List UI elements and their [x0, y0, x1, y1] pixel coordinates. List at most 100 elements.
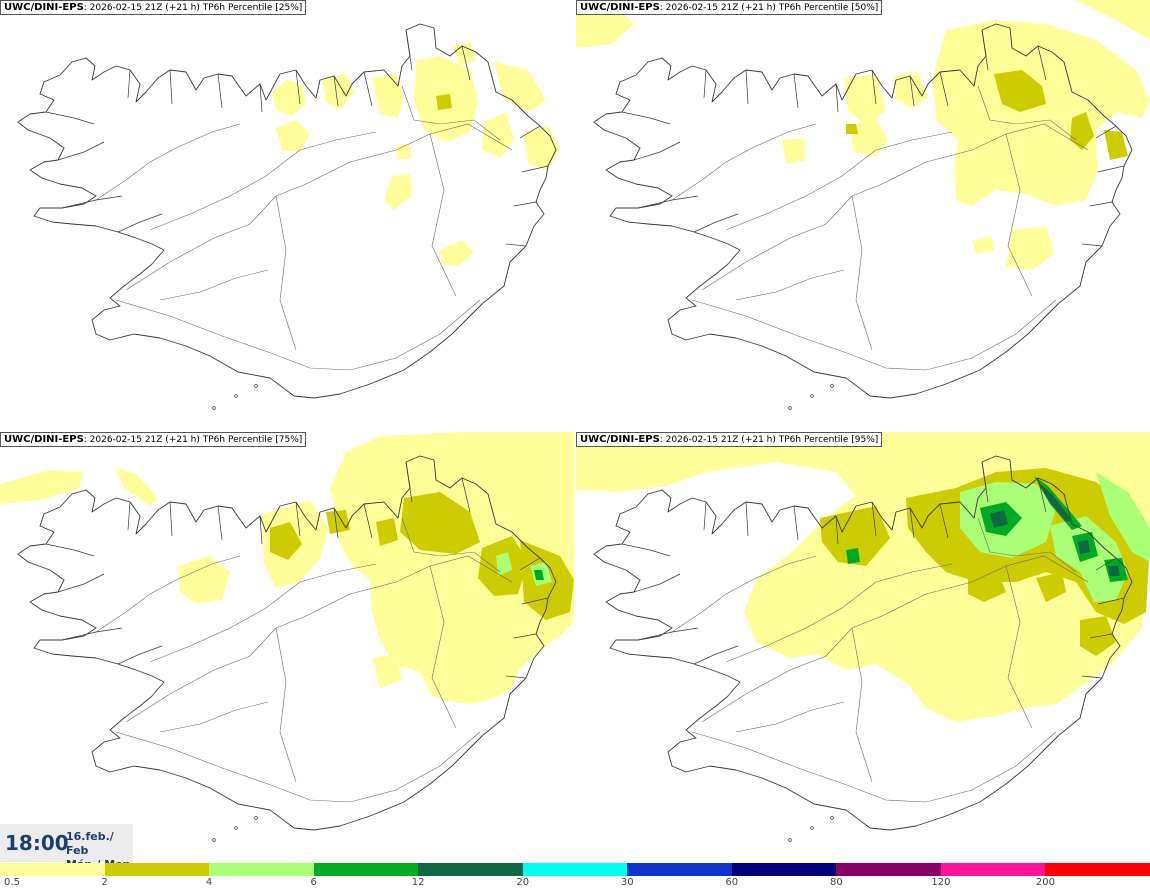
fjord-line [61, 627, 123, 641]
precip-area [844, 74, 886, 126]
island [234, 826, 238, 830]
fjord-line [117, 645, 163, 665]
offshore-islands [212, 384, 258, 410]
precip-field [0, 432, 574, 704]
island [830, 384, 834, 388]
fjord-line [693, 213, 739, 233]
legend-tick-label: 80 [829, 877, 843, 888]
road-line [671, 555, 817, 633]
precip-area [270, 522, 302, 560]
island [212, 406, 216, 410]
precip-field [272, 42, 560, 266]
precip-area [326, 510, 350, 534]
road-line [725, 563, 953, 663]
legend-swatch [836, 863, 942, 876]
field-name: TP6h Percentile [50%] [778, 3, 879, 13]
precip-area [178, 556, 230, 604]
offshore-islands [212, 816, 258, 842]
fjord-line [461, 477, 471, 513]
road-line [401, 85, 501, 141]
precip-area [1104, 130, 1128, 160]
road-line [159, 701, 269, 733]
map-canvas [576, 0, 1150, 410]
precip-area [376, 518, 398, 546]
fjord-line [217, 73, 223, 109]
fjord-line [637, 627, 699, 641]
island [830, 816, 834, 820]
precip-area [994, 70, 1046, 112]
fjord-line [793, 73, 799, 109]
field-name: TP6h Percentile [95%] [778, 435, 879, 445]
fjord-lines [621, 461, 1125, 679]
fjord-line [835, 83, 839, 113]
road-line [95, 123, 241, 201]
precip-area [272, 80, 306, 116]
fjord-line [703, 501, 707, 531]
legend-swatch [418, 863, 524, 876]
fjord-line [981, 29, 989, 71]
fjord-line [621, 543, 671, 557]
legend-swatch [522, 863, 629, 876]
road-network [95, 517, 513, 803]
road-line [977, 85, 1077, 141]
road-line [429, 565, 457, 729]
island [810, 826, 814, 830]
precip-area [1038, 482, 1072, 522]
legend-swatch [1045, 863, 1150, 876]
map-canvas [17, 23, 560, 410]
precip-field [576, 0, 1150, 270]
road-line [671, 123, 817, 201]
road-line [691, 299, 1057, 371]
fjord-line [505, 675, 527, 679]
road-line [401, 517, 501, 573]
precip-area [846, 548, 860, 564]
fjord-line [217, 505, 223, 541]
precip-area [1076, 0, 1150, 40]
fjord-line [703, 69, 707, 99]
map-canvas [0, 432, 574, 842]
road-line [977, 517, 1077, 573]
road-line [95, 555, 241, 633]
fjord-line [295, 69, 301, 105]
run-info: : 2026-02-15 21Z (+21 h) [83, 3, 203, 13]
map-panel-p95: UWC/DINI-EPS: 2026-02-15 21Z (+21 h) TP6… [576, 432, 1150, 862]
fjord-line [259, 515, 263, 545]
coastline [17, 23, 557, 399]
fjord-line [1081, 243, 1103, 247]
precip-area [436, 94, 452, 110]
legend-tick-label: 2 [101, 877, 108, 888]
panel-title: UWC/DINI-EPS: 2026-02-15 21Z (+21 h) TP6… [0, 0, 307, 15]
map-panel-p25: UWC/DINI-EPS: 2026-02-15 21Z (+21 h) TP6… [0, 0, 574, 430]
fjord-line [835, 515, 839, 545]
legend-tick-label: 4 [205, 877, 213, 888]
fjord-line [513, 201, 537, 207]
fjord-line [633, 573, 681, 593]
road-line [851, 627, 873, 783]
fjord-line [521, 597, 549, 605]
fjord-line [45, 543, 95, 557]
legend-swatch [209, 863, 315, 876]
road-network [95, 85, 513, 371]
fjord-lines [45, 29, 549, 247]
legend-tick-label: 12 [411, 877, 425, 888]
island [788, 838, 792, 842]
map-canvas [576, 432, 1150, 842]
model-name: UWC/DINI-EPS [580, 434, 660, 445]
road-line [701, 555, 1089, 723]
legend-tick-label: 60 [725, 877, 739, 888]
island [234, 394, 238, 398]
legend-swatch [104, 863, 211, 876]
road-line [115, 731, 481, 803]
road-line [1005, 565, 1033, 729]
precip-area [116, 468, 158, 506]
fjord-line [637, 195, 699, 209]
island [254, 816, 258, 820]
precip-area [782, 138, 806, 164]
island [810, 394, 814, 398]
fjord-line [909, 75, 915, 107]
legend-swatch [731, 863, 838, 876]
panel-title: UWC/DINI-EPS: 2026-02-15 21Z (+21 h) TP6… [576, 432, 883, 447]
precip-area [330, 432, 574, 704]
run-info: : 2026-02-15 21Z (+21 h) [83, 435, 203, 445]
road-line [149, 563, 377, 663]
